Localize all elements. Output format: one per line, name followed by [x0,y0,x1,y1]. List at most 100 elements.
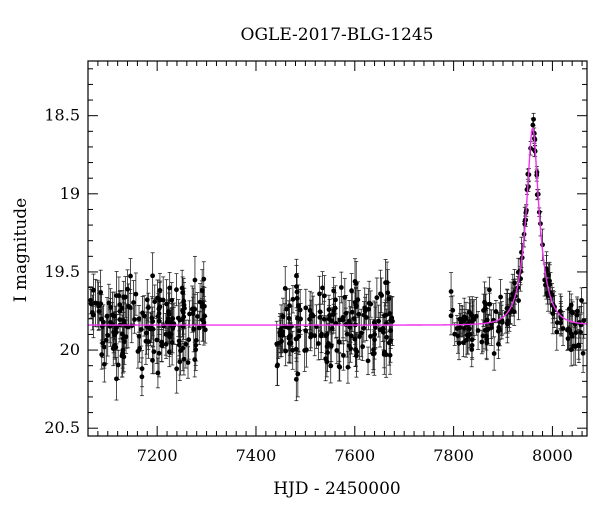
error-bars [88,112,586,402]
data-point [382,313,387,318]
data-point [180,310,186,316]
data-point [161,323,166,329]
data-point [197,299,203,305]
data-point [116,293,122,299]
data-point [288,340,294,346]
data-point [317,309,323,315]
data-point [190,311,196,317]
data-point [125,286,130,292]
data-point [295,303,301,309]
data-point [581,318,587,324]
data-point [294,289,300,295]
data-point [180,290,186,296]
data-point [105,333,111,338]
data-point [371,347,376,353]
data-point [175,315,181,321]
data-point [493,309,499,314]
data-point [298,316,303,322]
data-point [199,288,205,294]
data-point [312,333,318,339]
data-point [303,305,309,311]
data-point [302,348,308,353]
data-point [387,311,392,316]
data-point [183,341,189,347]
data-point [366,306,371,312]
data-point [181,298,187,304]
data-point [150,273,156,279]
data-point [136,316,142,322]
data-point [349,288,354,294]
data-point [334,348,340,353]
data-point [297,307,303,313]
data-point [323,333,329,339]
data-point [466,326,472,332]
data-point [358,330,364,336]
data-point [98,289,104,295]
data-point [469,343,475,348]
data-point [516,298,521,303]
data-point [557,308,563,314]
data-point [580,350,586,356]
y-tick-label: 19 [60,184,80,203]
data-point [164,319,170,325]
data-point [96,309,102,314]
data-point [568,347,574,353]
data-point [201,303,207,309]
data-point [337,364,343,370]
data-point [324,344,330,349]
data-point [186,337,192,343]
data-point [487,301,493,307]
data-point [117,302,123,308]
data-point [484,340,490,345]
data-point [321,316,327,322]
data-point [307,316,312,322]
data-point [157,304,163,310]
data-point [317,315,323,320]
data-point [486,287,492,293]
data-point [336,339,342,345]
data-point [491,351,497,356]
data-point [333,297,338,303]
data-point [554,320,560,326]
data-point [106,300,112,306]
data-point [480,333,486,339]
data-point [568,302,574,308]
data-point [321,293,327,299]
data-point [546,272,551,278]
data-point [567,306,572,312]
data-point [388,328,394,334]
data-point [280,329,285,335]
data-point [294,295,300,301]
data-point [99,352,105,358]
data-point [131,300,136,305]
data-point [164,301,169,307]
data-point [282,285,288,291]
data-point [371,350,377,356]
data-point [498,294,504,300]
data-point [144,330,150,336]
data-point [353,347,358,352]
data-point [309,312,315,317]
data-point [484,317,490,323]
data-point [98,301,104,307]
data-point [450,307,456,313]
data-point [384,334,390,340]
x-tick-label: 7600 [334,446,375,465]
data-point [108,304,113,310]
data-point [504,320,510,326]
data-point [497,327,503,333]
data-point [365,358,371,364]
data-point [139,374,145,380]
data-point [326,307,332,312]
data-point [113,325,119,331]
data-point [328,343,334,349]
data-point [119,305,125,311]
data-point [448,289,454,294]
data-point [200,317,205,323]
data-point [578,329,584,335]
data-point [574,312,580,318]
data-point [479,339,485,345]
data-point [180,345,186,351]
data-point [338,285,344,290]
data-point [133,291,139,297]
